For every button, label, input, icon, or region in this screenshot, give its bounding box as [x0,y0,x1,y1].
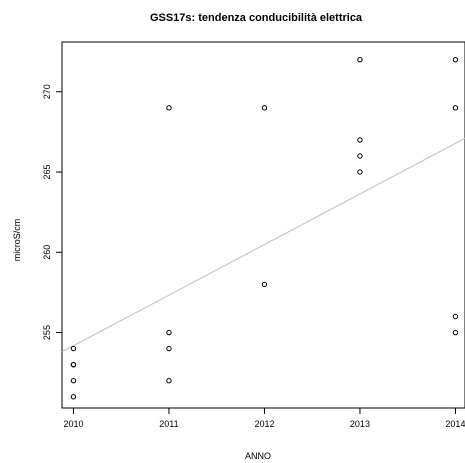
data-point-8 [166,378,172,384]
data-point-11 [357,56,363,63]
trend-line [61,137,465,353]
y-tick-label-1: 260 [42,245,52,260]
data-point-18 [452,329,459,336]
data-point-4 [70,394,77,400]
x-tick-label-1: 2011 [159,419,178,429]
y-tick-label-2: 265 [42,165,52,180]
plot-frame [61,41,465,409]
data-point-12 [357,137,363,143]
data-point-6 [166,329,172,336]
y-tick-label-0: 255 [42,325,52,340]
chart-title: GSS17s: tendenza conducibilità elettrica [150,12,363,24]
y-axis-label: microS/cm [12,219,22,262]
data-point-5 [166,105,172,111]
data-point-7 [166,345,172,352]
data-point-3 [70,378,77,384]
y-tick-label-3: 270 [42,84,52,99]
data-points [70,56,459,400]
data-point-10 [261,281,268,288]
data-point-9 [261,105,268,111]
data-point-13 [357,153,363,159]
data-point-16 [452,105,459,111]
data-point-0 [70,345,77,352]
trend-line-group [61,137,465,353]
x-tick-label-0: 2010 [63,419,83,429]
x-tick-label-3: 2013 [350,419,370,429]
x-axis-label: ANNO [245,451,271,461]
data-point-2 [70,361,77,368]
x-tick-label-4: 2014 [445,419,465,429]
data-point-17 [452,313,459,320]
data-point-15 [452,56,459,63]
x-axis: 2010 2011 2012 2013 2014 [63,408,465,429]
y-axis: 255 260 265 270 [42,84,62,340]
data-point-14 [357,169,363,175]
x-tick-label-2: 2012 [254,419,274,429]
